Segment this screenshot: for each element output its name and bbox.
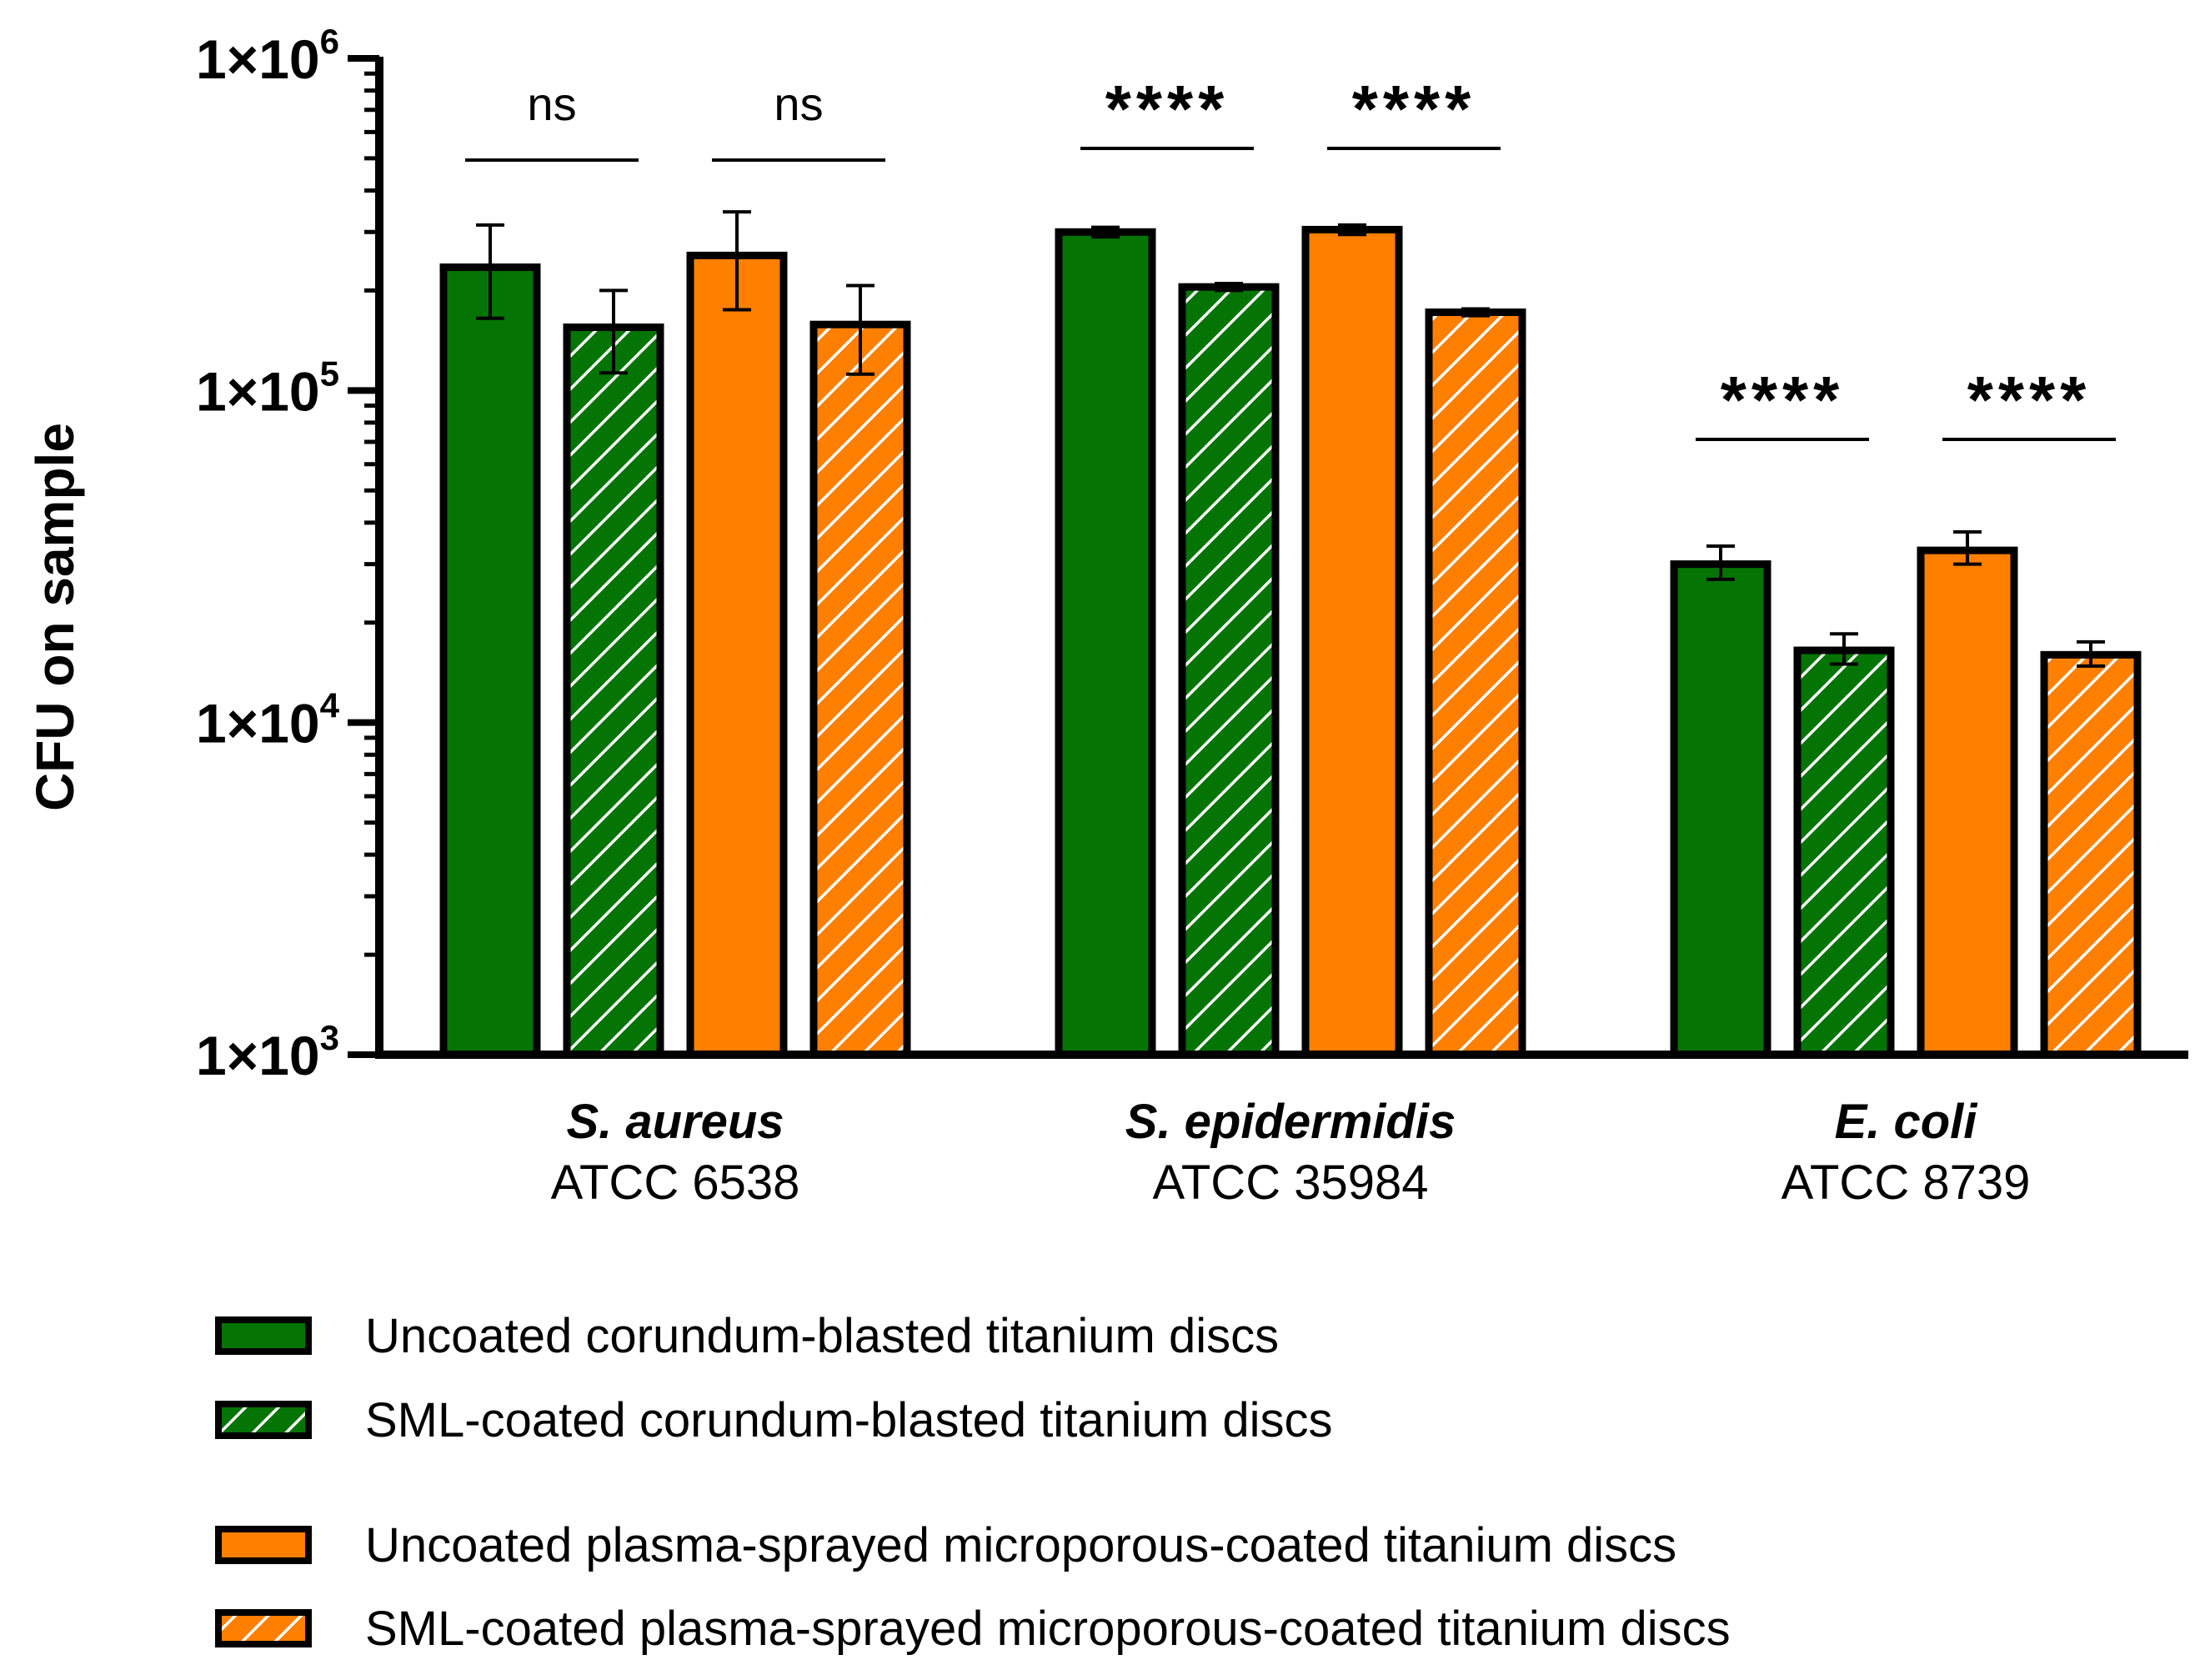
legend-item-3: Uncoated plasma-sprayed microporous-coat… [215, 1518, 1676, 1572]
legend-label: Uncoated plasma-sprayed microporous-coat… [365, 1518, 1676, 1572]
legend-label: SML-coated plasma-sprayed microporous-co… [365, 1602, 1731, 1656]
error-bar-3-2 [1830, 632, 1858, 666]
legend: Uncoated corundum-blasted titanium discs… [215, 1309, 1731, 1656]
group-label-name-2: S. epidermidis [1125, 1095, 1456, 1149]
significance-label: ns [527, 78, 576, 130]
significance-1: ns [465, 78, 639, 162]
significance-label: ns [774, 78, 823, 130]
bars-layer [439, 225, 2142, 1059]
bar-3-3 [1917, 546, 2018, 1059]
bar-3-4 [2040, 650, 2142, 1059]
significance-label: **** [1967, 363, 2092, 437]
x-axis-group-labels: S. aureus ATCC 6538 S. epidermidis ATCC 359… [551, 1095, 2031, 1210]
legend-item-2: SML-coated corundum-blasted titanium dis… [215, 1393, 1333, 1447]
group-label-strain-2: ATCC 35984 [1153, 1156, 1429, 1210]
y-axis-label: CFU on sample [25, 423, 85, 811]
significance-3: **** [1080, 72, 1254, 150]
bar-3-2 [1793, 646, 1895, 1059]
significance-6: **** [1942, 363, 2116, 441]
group-label-name-1: S. aureus [566, 1095, 784, 1149]
error-bar-3-1 [1706, 544, 1735, 581]
significance-label: **** [1352, 72, 1476, 146]
legend-label: Uncoated corundum-blasted titanium discs [365, 1309, 1279, 1363]
legend-swatch [215, 1609, 312, 1647]
error-bar-1-2 [599, 288, 628, 375]
y-tick-label-3: 1×105 [196, 354, 339, 422]
bar-2-1 [1055, 228, 1156, 1059]
significance-label: **** [1105, 72, 1230, 146]
significance-4: **** [1327, 72, 1501, 150]
bar-3-1 [1670, 560, 1772, 1059]
significance-5: **** [1696, 363, 1869, 441]
significance-2: ns [712, 78, 885, 162]
error-bar-1-3 [723, 210, 751, 312]
significance-annotations: ns ns **** **** **** **** [465, 72, 2116, 441]
bar-2-4 [1425, 308, 1526, 1059]
error-bar-2-1 [1091, 225, 1120, 239]
legend-swatch [215, 1316, 312, 1355]
error-bars-layer [476, 210, 2105, 668]
error-bar-3-4 [2077, 639, 2105, 668]
y-tick-label-4: 1×106 [196, 22, 339, 90]
group-label-strain-1: ATCC 6538 [551, 1156, 800, 1210]
legend-swatch [215, 1526, 312, 1564]
bar-1-1 [439, 263, 541, 1059]
legend-swatch [215, 1401, 312, 1439]
y-tick-label-2: 1×104 [196, 686, 340, 755]
error-bar-1-1 [476, 223, 504, 320]
legend-label: SML-coated corundum-blasted titanium dis… [365, 1393, 1333, 1447]
error-bar-2-3 [1338, 223, 1366, 237]
bar-1-3 [686, 251, 788, 1059]
group-label-strain-3: ATCC 8739 [1782, 1156, 2031, 1210]
bar-2-3 [1301, 225, 1403, 1059]
error-bar-2-2 [1215, 281, 1243, 293]
y-tick-label-1: 1×103 [196, 1018, 339, 1086]
legend-item-1: Uncoated corundum-blasted titanium discs [215, 1309, 1279, 1363]
error-bar-2-4 [1461, 307, 1490, 318]
error-bar-1-4 [846, 283, 874, 376]
group-label-name-3: E. coli [1835, 1095, 1979, 1149]
significance-label: **** [1721, 363, 1845, 437]
error-bar-3-3 [1953, 530, 1982, 566]
axes: 1×103 1×104 1×105 1×106 [196, 22, 2188, 1086]
bar-2-2 [1178, 283, 1280, 1059]
legend-item-4: SML-coated plasma-sprayed microporous-co… [215, 1602, 1731, 1656]
bar-1-4 [809, 320, 911, 1059]
bar-1-2 [563, 323, 664, 1059]
